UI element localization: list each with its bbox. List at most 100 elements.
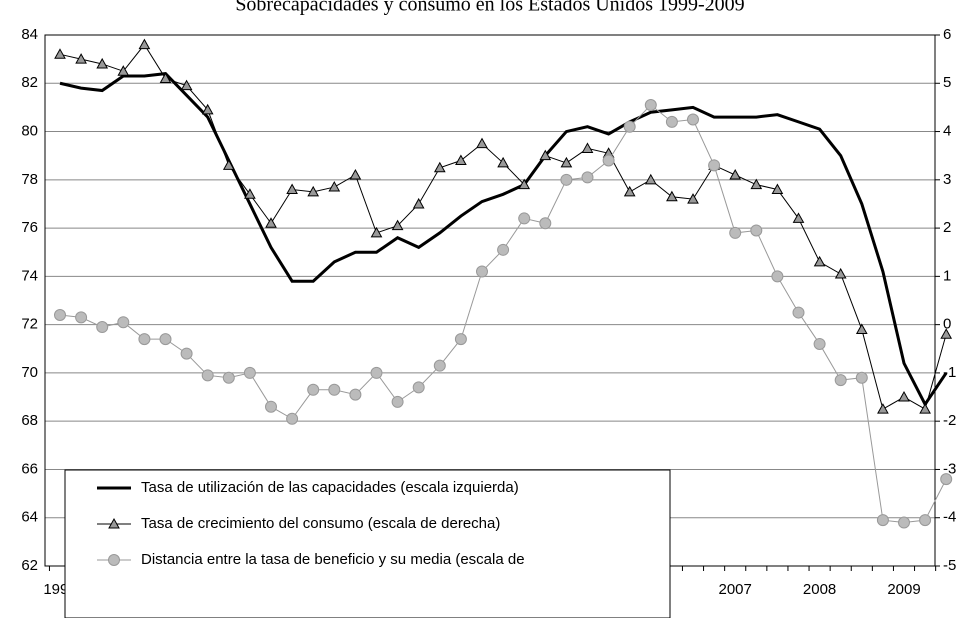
y2-tick-label: -4: [943, 509, 956, 526]
circle-marker: [729, 226, 742, 239]
triangle-marker: [476, 137, 488, 149]
y2-tick-label: 1: [943, 267, 951, 284]
triangle-marker: [581, 142, 594, 153]
triangle-marker: [834, 267, 847, 279]
circle-marker: [159, 333, 172, 346]
y-tick-label: 76: [21, 219, 38, 236]
triangle-marker: [666, 190, 678, 202]
circle-marker: [687, 113, 699, 126]
triangle-marker: [117, 65, 130, 76]
series-line: [59, 43, 947, 410]
circle-marker: [518, 212, 531, 225]
triangle-marker: [539, 149, 552, 161]
triangle-marker: [75, 53, 87, 64]
triangle-marker: [433, 161, 446, 173]
triangle-marker: [412, 197, 425, 209]
triangle-marker: [518, 178, 531, 190]
legend-marker: [108, 554, 120, 566]
triangle-marker: [560, 156, 573, 168]
circle-marker: [286, 412, 299, 425]
triangle-marker: [919, 403, 931, 414]
y2-tick-label: 3: [943, 171, 951, 188]
y-tick-label: 84: [21, 26, 38, 43]
circle-marker: [708, 159, 721, 172]
triangle-marker: [729, 168, 742, 180]
y-tick-label: 80: [21, 123, 38, 140]
circle-marker: [497, 243, 510, 256]
circle-marker: [222, 371, 235, 384]
y-tick-label: 68: [21, 412, 38, 429]
triangle-marker: [138, 38, 151, 50]
triangle-marker: [328, 181, 341, 192]
triangle-marker: [349, 168, 362, 180]
circle-marker: [433, 359, 446, 372]
triangle-marker: [201, 103, 214, 115]
triangle-marker: [159, 72, 172, 83]
legend-box: [64, 469, 671, 618]
circle-marker: [180, 347, 193, 360]
triangle-marker: [771, 183, 784, 194]
triangle-marker: [455, 154, 467, 166]
triangle-marker: [391, 219, 404, 231]
circle-marker: [855, 371, 868, 384]
circle-marker: [771, 270, 784, 283]
series-line: [59, 104, 947, 524]
circle-marker: [792, 306, 805, 319]
circle-marker: [940, 473, 953, 486]
circle-marker: [328, 383, 341, 396]
circle-marker: [560, 173, 573, 186]
circle-marker: [813, 337, 826, 350]
circle-marker: [919, 514, 932, 527]
circle-marker: [265, 400, 277, 413]
x-tick-label: 2008: [803, 581, 836, 598]
chart-title: Sobrecapacidades y consumo en los Estado…: [235, 0, 744, 16]
circle-marker: [117, 316, 130, 329]
legend-label: Tasa de crecimiento del consumo (escala …: [141, 515, 500, 532]
y2-tick-label: 0: [943, 316, 951, 333]
y2-tick-label: 2: [943, 219, 951, 236]
circle-marker: [201, 369, 214, 382]
triangle-marker: [898, 391, 910, 402]
triangle-marker: [222, 159, 235, 170]
x-tick-label: 2007: [719, 581, 752, 598]
circle-marker: [834, 374, 847, 387]
circle-marker: [54, 308, 66, 321]
circle-marker: [75, 311, 88, 324]
triangle-marker: [265, 217, 277, 228]
triangle-marker: [813, 255, 826, 267]
y2-tick-label: 5: [943, 74, 951, 91]
circle-marker: [243, 366, 256, 379]
circle-marker: [412, 381, 425, 394]
triangle-marker: [370, 226, 383, 238]
circle-marker: [876, 514, 889, 527]
circle-marker: [476, 265, 488, 278]
circle-marker: [898, 516, 910, 529]
y-tick-label: 66: [21, 460, 38, 477]
circle-marker: [96, 321, 109, 334]
y-tick-label: 74: [21, 267, 38, 284]
triangle-marker: [623, 185, 636, 197]
y-tick-label: 64: [21, 509, 38, 526]
y2-tick-label: 4: [943, 123, 951, 140]
triangle-marker: [792, 212, 805, 223]
circle-marker: [539, 217, 552, 230]
triangle-marker: [286, 183, 298, 194]
triangle-marker: [180, 79, 193, 91]
y-tick-label: 70: [21, 364, 38, 381]
triangle-marker: [687, 193, 699, 204]
triangle-marker: [940, 328, 953, 339]
circle-marker: [644, 98, 657, 111]
circle-marker: [138, 333, 151, 346]
y-tick-label: 72: [21, 316, 38, 333]
circle-marker: [391, 395, 404, 408]
y-tick-label: 62: [21, 557, 38, 574]
circle-marker: [581, 171, 594, 184]
x-tick-label: 2009: [887, 581, 920, 598]
y2-tick-label: -1: [943, 364, 956, 381]
triangle-marker: [855, 323, 868, 334]
circle-marker: [370, 366, 383, 379]
triangle-marker: [644, 173, 657, 185]
circle-marker: [750, 224, 763, 237]
y-tick-label: 82: [21, 74, 38, 91]
